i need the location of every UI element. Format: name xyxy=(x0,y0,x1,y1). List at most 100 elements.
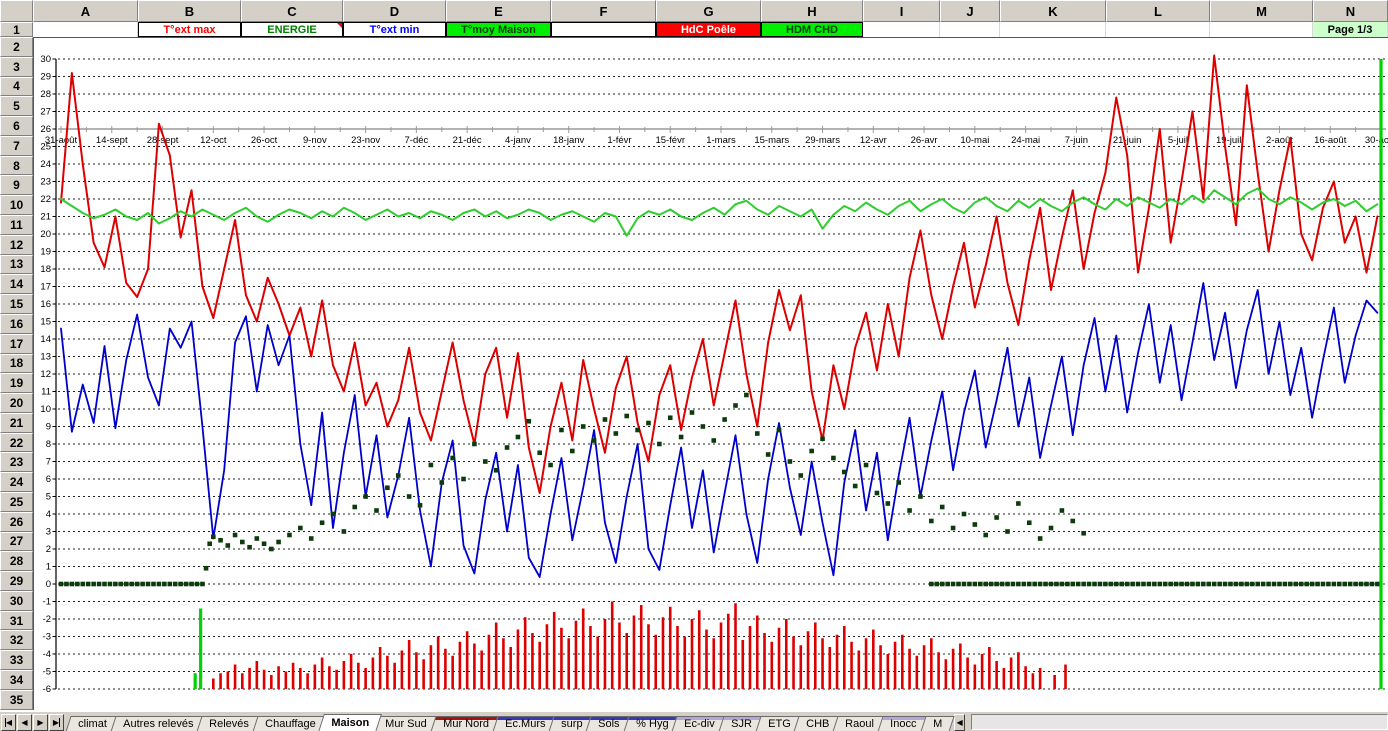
sheet-tab-label: Mur Nord xyxy=(443,718,489,730)
column-header-B[interactable]: B xyxy=(138,0,241,22)
tab-nav-last-button[interactable]: ▶ xyxy=(49,714,64,731)
column-header-K[interactable]: K xyxy=(1000,0,1106,22)
row-header-18[interactable]: 18 xyxy=(0,353,33,374)
x-axis-label: 9-nov xyxy=(303,135,327,146)
column-header-A[interactable]: A xyxy=(33,0,138,22)
column-header-C[interactable]: C xyxy=(241,0,343,22)
column-header-D[interactable]: D xyxy=(343,0,446,22)
row-header-16[interactable]: 16 xyxy=(0,313,33,334)
row-header-4[interactable]: 4 xyxy=(0,76,33,97)
row-header-2[interactable]: 2 xyxy=(0,37,33,57)
tab-nav-next-button[interactable]: ▶ xyxy=(33,714,48,731)
y-axis-label: 4 xyxy=(46,509,51,520)
scatter-hdm-chd xyxy=(58,392,1380,587)
y-axis-label: 23 xyxy=(40,177,51,188)
sheet-tab-label: Raoul xyxy=(845,718,875,730)
column-header-M[interactable]: M xyxy=(1210,0,1313,22)
sheet-tab-chauffage[interactable]: Chauffage xyxy=(252,716,328,731)
tab-scroll-left-button[interactable]: ◀ xyxy=(953,714,966,731)
row-header-23[interactable]: 23 xyxy=(0,452,33,473)
cell-L1[interactable] xyxy=(1106,22,1210,37)
cell-J1[interactable] xyxy=(940,22,1000,37)
row-header-15[interactable]: 15 xyxy=(0,294,33,314)
y-axis-label: 12 xyxy=(40,369,51,380)
sheet-tab-bar: ◀ ◀ ▶ ▶ climat Autres relevés Relevés Chauffag… xyxy=(0,711,1388,731)
sheet-tab-autres-relev-s[interactable]: Autres relevés xyxy=(110,716,206,731)
y-axis-label: 24 xyxy=(40,159,51,170)
column-header-N[interactable]: N xyxy=(1313,0,1388,22)
row-header-25[interactable]: 25 xyxy=(0,491,33,512)
cell-F1[interactable] xyxy=(551,22,656,37)
x-axis-label: 1-févr xyxy=(607,135,631,146)
row-header-33[interactable]: 33 xyxy=(0,650,33,670)
row-header-17[interactable]: 17 xyxy=(0,333,33,354)
cell-E1[interactable]: T°moy Maison xyxy=(446,22,551,37)
cell-D1[interactable]: T°ext min xyxy=(343,22,446,37)
sheet-tab-mur-nord[interactable]: Mur Nord xyxy=(430,716,502,731)
row-header-29[interactable]: 29 xyxy=(0,571,33,591)
chart-object[interactable]: -6 -5 -4 -3 -2 -1 0 1 2 3 4 5 6 7 8 9 10 11 12 13 14 15 16 17 18… xyxy=(33,37,1388,710)
sheet-tab-relev-s[interactable]: Relevés xyxy=(196,716,262,731)
x-axis-label: 19-juil xyxy=(1216,135,1241,146)
x-axis-label: 24-mai xyxy=(1011,135,1040,146)
row-header-13[interactable]: 13 xyxy=(0,254,33,275)
row-header-10[interactable]: 10 xyxy=(0,195,33,216)
sheet-tab-label: M xyxy=(932,718,942,730)
x-axis-label: 15-mars xyxy=(754,135,789,146)
cell-M1[interactable] xyxy=(1210,22,1313,37)
row-header-27[interactable]: 27 xyxy=(0,531,33,552)
column-header-E[interactable]: E xyxy=(446,0,551,22)
row-header-8[interactable]: 8 xyxy=(0,155,33,176)
cell-C1[interactable]: ENERGIE xyxy=(241,22,343,37)
row-header-19[interactable]: 19 xyxy=(0,373,33,394)
row-header-22[interactable]: 22 xyxy=(0,432,33,453)
row-header-21[interactable]: 21 xyxy=(0,412,33,433)
row-header-9[interactable]: 9 xyxy=(0,175,33,196)
sheet-tab-ec-murs[interactable]: Ec.Murs xyxy=(492,716,558,731)
row-header-6[interactable]: 6 xyxy=(0,116,33,136)
cell-H1[interactable]: HDM CHD xyxy=(761,22,863,37)
column-header-G[interactable]: G xyxy=(656,0,761,22)
tab-nav-first-button[interactable]: ◀ xyxy=(1,714,16,731)
tab-nav-prev-icon: ◀ xyxy=(21,718,28,727)
cell-B1[interactable]: T°ext max xyxy=(138,22,241,37)
column-header-J[interactable]: J xyxy=(940,0,1000,22)
row-header-3[interactable]: 3 xyxy=(0,56,33,77)
sheet-tab-mur-sud[interactable]: Mur Sud xyxy=(372,716,440,731)
y-axis-label: 16 xyxy=(40,299,51,310)
column-header-F[interactable]: F xyxy=(551,0,656,22)
column-header-L[interactable]: L xyxy=(1106,0,1210,22)
cell-G1[interactable]: HdC Poêle xyxy=(656,22,761,37)
sheet-tab-m[interactable]: M xyxy=(919,716,955,731)
row-header-11[interactable]: 11 xyxy=(0,215,33,235)
cell-B1-label: T°ext max xyxy=(163,23,216,36)
sheet-tab-maison[interactable]: Maison xyxy=(318,714,383,731)
row-header-24[interactable]: 24 xyxy=(0,472,33,492)
sheet-tab-label: Sols xyxy=(598,718,621,730)
tab-nav-prev-button[interactable]: ◀ xyxy=(17,714,32,731)
row-header-20[interactable]: 20 xyxy=(0,393,33,413)
row-header-1[interactable]: 1 xyxy=(0,22,33,37)
row-header-32[interactable]: 32 xyxy=(0,630,33,651)
column-header-I[interactable]: I xyxy=(863,0,940,22)
row-header-31[interactable]: 31 xyxy=(0,610,33,631)
row-header-26[interactable]: 26 xyxy=(0,511,33,532)
cell-K1[interactable] xyxy=(1000,22,1106,37)
row-header-7[interactable]: 7 xyxy=(0,135,33,156)
row-header-34[interactable]: 34 xyxy=(0,670,33,690)
row-header-14[interactable]: 14 xyxy=(0,274,33,295)
row-header-5[interactable]: 5 xyxy=(0,96,33,117)
row-header-35[interactable]: 35 xyxy=(0,689,33,710)
column-header-H[interactable]: H xyxy=(761,0,863,22)
row-header-12[interactable]: 12 xyxy=(0,234,33,255)
cell-N1[interactable]: Page 1/3 xyxy=(1313,22,1388,37)
row-header-28[interactable]: 28 xyxy=(0,551,33,572)
horizontal-scrollbar[interactable] xyxy=(971,714,1388,730)
row-header-30[interactable]: 30 xyxy=(0,590,33,611)
x-axis-label: 10-mai xyxy=(960,135,989,146)
select-all-corner[interactable] xyxy=(0,0,33,22)
x-axis-label: 31-août xyxy=(45,135,78,146)
cell-A1[interactable] xyxy=(33,22,138,37)
cell-I1[interactable] xyxy=(863,22,940,37)
